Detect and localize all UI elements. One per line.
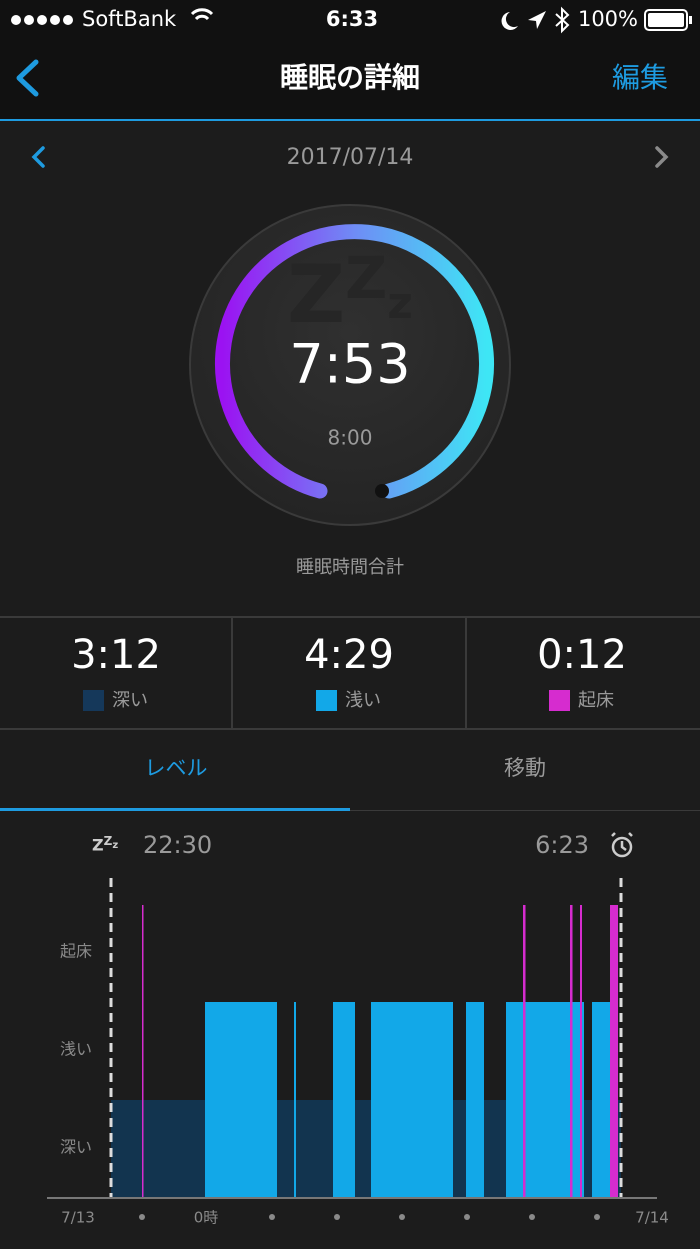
clock: 6:33 xyxy=(326,7,378,31)
total-sleep: 7:53 xyxy=(289,333,410,396)
hypnogram xyxy=(111,905,621,1198)
x-label: 7/14 xyxy=(635,1209,669,1227)
stage-label: 起床 xyxy=(578,690,614,711)
stage-time: 3:12 xyxy=(71,632,161,678)
divider xyxy=(0,616,700,618)
header-divider xyxy=(0,119,700,121)
stage-swatch xyxy=(549,690,570,711)
stage-label: 浅い xyxy=(345,690,381,711)
battery-level xyxy=(648,13,684,27)
prev-day[interactable] xyxy=(31,146,45,168)
y-label: 浅い xyxy=(60,1040,92,1059)
tab-indicator xyxy=(0,808,350,811)
battery-tip xyxy=(689,16,692,24)
divider xyxy=(465,618,467,728)
wifi-icon xyxy=(190,8,214,21)
nav-title: 睡眠の詳細 xyxy=(280,61,420,94)
stage-time: 4:29 xyxy=(304,632,394,678)
divider xyxy=(231,618,233,728)
battery-icon xyxy=(644,9,688,31)
ring-label: 睡眠時間合計 xyxy=(296,557,404,578)
sleep-goal: 8:00 xyxy=(328,426,373,450)
stage-swatch xyxy=(316,690,337,711)
moon-icon xyxy=(501,12,518,30)
baseline xyxy=(47,1197,657,1199)
next-day[interactable] xyxy=(655,146,669,168)
y-label: 起床 xyxy=(60,942,92,961)
x-label: 0時 xyxy=(194,1209,219,1227)
stage-label: 深い xyxy=(112,690,148,711)
divider xyxy=(0,728,700,730)
bluetooth-icon xyxy=(555,6,570,34)
signal xyxy=(11,15,73,25)
header-bg xyxy=(0,0,700,120)
back-button[interactable] xyxy=(16,59,39,97)
x-label: 7/13 xyxy=(61,1209,95,1227)
sleep-icon: ZZz xyxy=(92,834,118,855)
stage-time: 0:12 xyxy=(537,632,627,678)
tab-movement[interactable]: 移動 xyxy=(504,756,546,780)
tab-level[interactable]: レベル xyxy=(145,756,208,780)
stage-swatch xyxy=(83,690,104,711)
sleep-ring xyxy=(215,224,494,499)
y-label: 深い xyxy=(60,1138,92,1157)
location-icon xyxy=(528,11,546,29)
date: 2017/07/14 xyxy=(287,145,414,170)
battery-text: 100% xyxy=(578,7,638,31)
goal-marker xyxy=(375,484,389,498)
sleep-end: 6:23 xyxy=(535,831,589,859)
hour-dots xyxy=(139,1214,600,1220)
edit-button[interactable]: 編集 xyxy=(612,61,668,94)
alarm-icon xyxy=(611,832,633,858)
carrier: SoftBank xyxy=(82,7,177,31)
sleep-start: 22:30 xyxy=(143,831,212,859)
ring-disc xyxy=(189,204,511,526)
